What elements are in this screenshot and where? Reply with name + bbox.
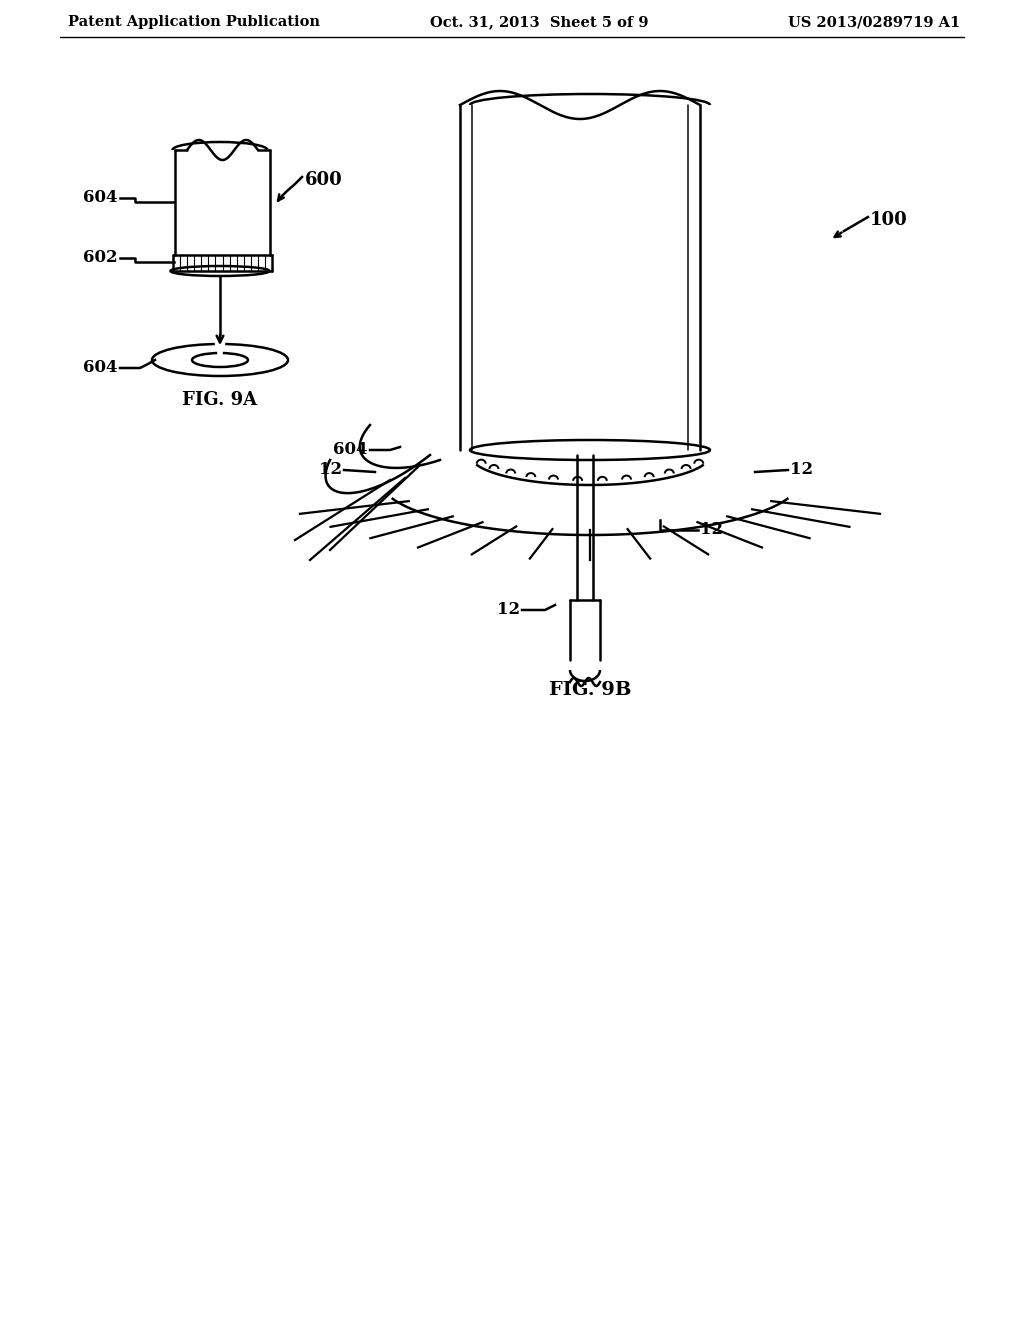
Text: FIG. 9A: FIG. 9A bbox=[182, 391, 258, 409]
Text: 12: 12 bbox=[497, 602, 520, 619]
Text: US 2013/0289719 A1: US 2013/0289719 A1 bbox=[787, 15, 961, 29]
Text: Patent Application Publication: Patent Application Publication bbox=[68, 15, 319, 29]
Text: 100: 100 bbox=[870, 211, 907, 228]
Text: Oct. 31, 2013  Sheet 5 of 9: Oct. 31, 2013 Sheet 5 of 9 bbox=[430, 15, 648, 29]
Text: 604: 604 bbox=[84, 359, 118, 376]
Text: 600: 600 bbox=[305, 172, 343, 189]
Text: 12: 12 bbox=[700, 521, 723, 539]
Text: 12: 12 bbox=[790, 462, 813, 479]
Text: 604: 604 bbox=[334, 441, 368, 458]
Text: 602: 602 bbox=[83, 249, 118, 267]
Text: FIG. 9B: FIG. 9B bbox=[549, 681, 631, 700]
Text: 12: 12 bbox=[318, 462, 342, 479]
Text: 604: 604 bbox=[84, 190, 118, 206]
